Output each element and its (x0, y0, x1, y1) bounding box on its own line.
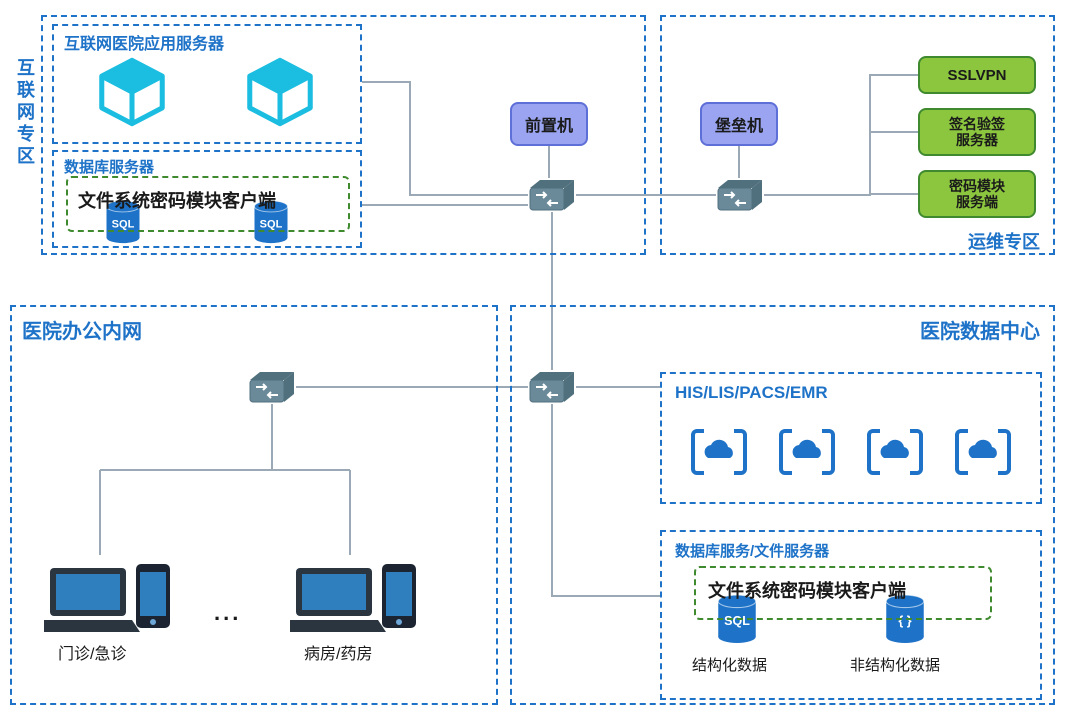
bastion-label: 堡垒机 (715, 112, 763, 136)
zone-internet-label: 互联网专区 (12, 58, 38, 168)
subzone-db-servers-label: 数据库服务器 (64, 156, 154, 177)
front-machine-node: 前置机 (510, 102, 588, 146)
structured-data-caption: 结构化数据 (692, 654, 767, 675)
unstructured-data-caption: 非结构化数据 (850, 654, 940, 675)
front-machine-label: 前置机 (525, 112, 573, 136)
crypto-client-label-top: 文件系统密码模块客户端 (78, 187, 276, 213)
zone-datacenter-label: 医院数据中心 (920, 315, 1040, 344)
endpoint-icon (290, 560, 420, 638)
sign-server-node: 签名验签服务器 (918, 108, 1036, 156)
zone-intranet-label: 医院办公内网 (22, 315, 142, 344)
crypto-client-label-bottom: 文件系统密码模块客户端 (708, 577, 906, 603)
cloud-server-icon (778, 428, 836, 476)
subzone-dbfile-label: 数据库服务/文件服务器 (675, 540, 829, 561)
cube-icon (96, 56, 168, 128)
cube-icon (244, 56, 316, 128)
cloud-server-icon (690, 428, 748, 476)
zone-ops-label: 运维专区 (968, 228, 1040, 254)
ellipsis-icon: ... (214, 600, 241, 626)
sslvpn-node: SSLVPN (918, 56, 1036, 94)
cloud-server-icon (866, 428, 924, 476)
switch-icon (716, 178, 764, 212)
sign-server-label: 签名验签服务器 (949, 116, 1005, 148)
endpoint-label: 门诊/急诊 (58, 640, 126, 664)
cloud-server-icon (954, 428, 1012, 476)
crypto-server-label: 密码模块服务端 (949, 178, 1005, 210)
bastion-node: 堡垒机 (700, 102, 778, 146)
switch-icon (528, 178, 576, 212)
crypto-server-node: 密码模块服务端 (918, 170, 1036, 218)
subzone-app-servers-label: 互联网医院应用服务器 (64, 30, 224, 54)
switch-icon (248, 370, 296, 404)
switch-icon (528, 370, 576, 404)
sslvpn-label: SSLVPN (948, 67, 1007, 84)
subzone-his-label: HIS/LIS/PACS/EMR (675, 383, 828, 403)
endpoint-label: 病房/药房 (304, 640, 372, 664)
endpoint-icon (44, 560, 174, 638)
